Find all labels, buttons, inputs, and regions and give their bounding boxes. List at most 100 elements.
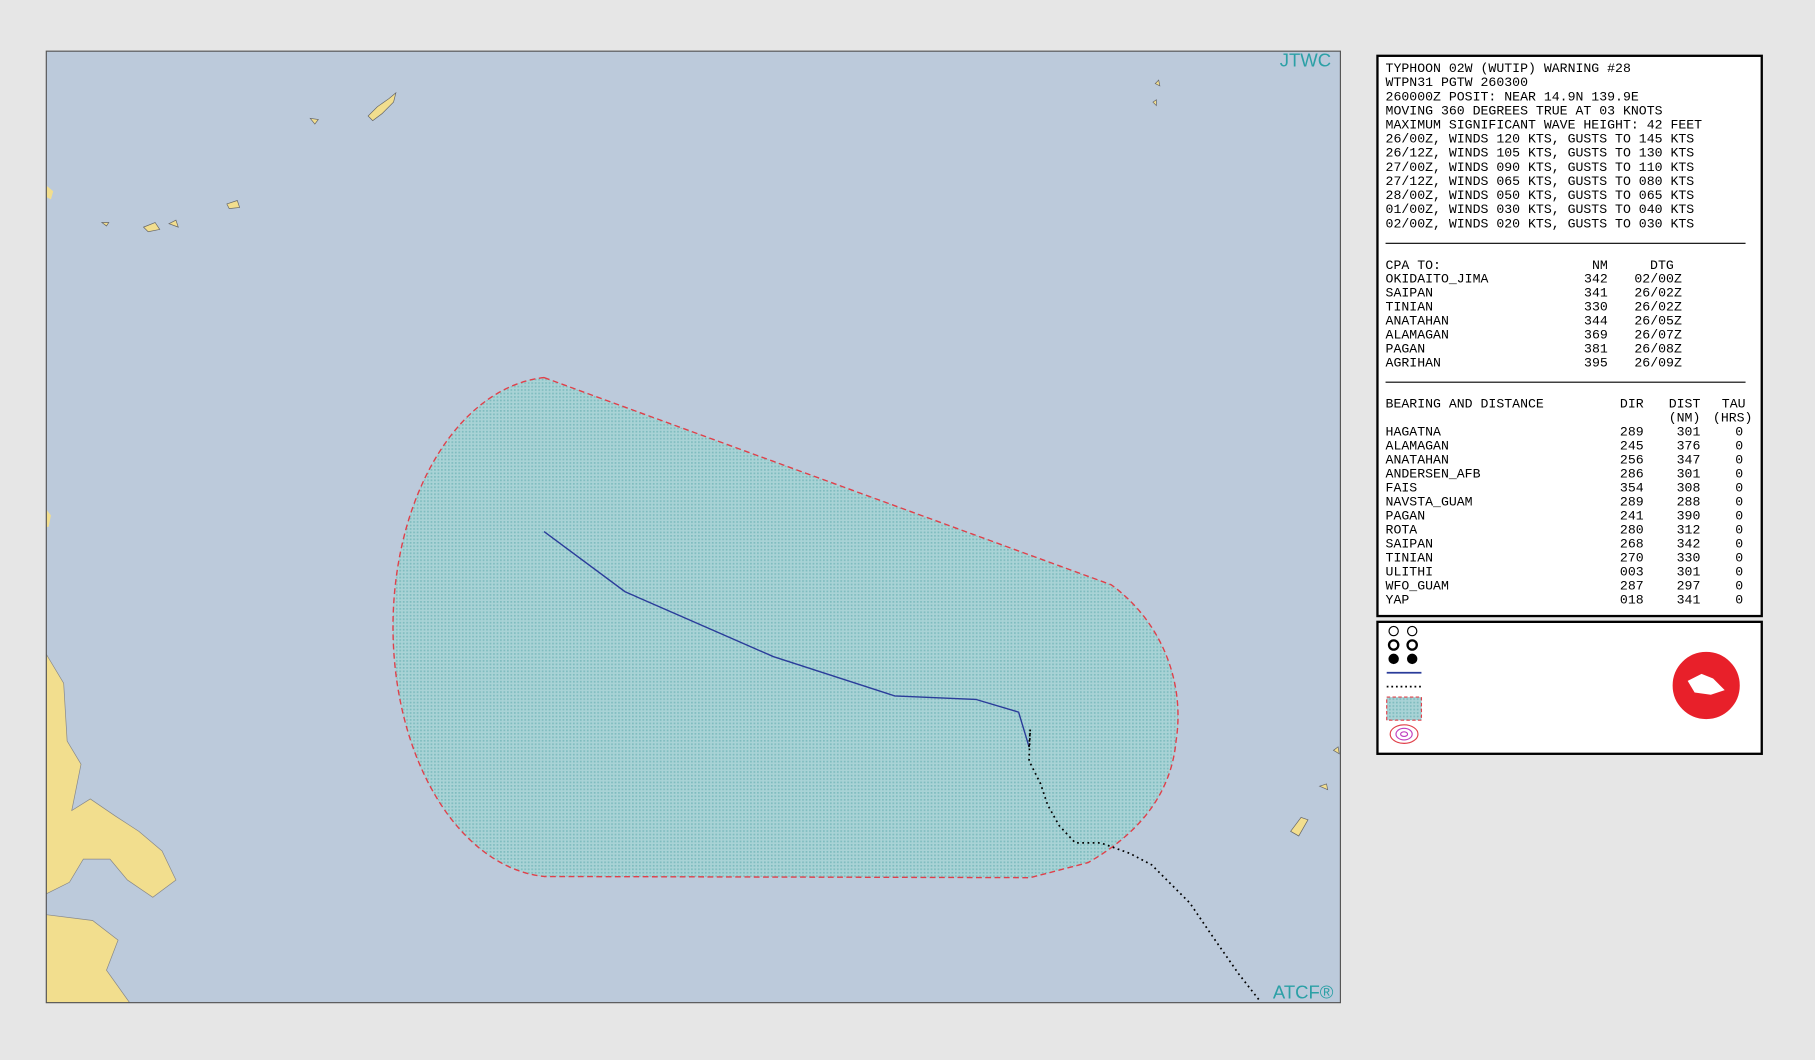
legend-icons — [1386, 625, 1743, 744]
bearing-dist: 376 — [1677, 438, 1701, 453]
bearing-dir: 268 — [1620, 537, 1644, 552]
forecast-track — [543, 530, 1030, 748]
info-box — [1376, 54, 1763, 618]
cpa-name: SAIPAN — [1386, 286, 1433, 301]
warning-line: 27/12Z, WINDS 065 KTS, GUSTS TO 080 KTS — [1386, 174, 1695, 189]
cpa-name: OKIDAITO_JIMA — [1386, 272, 1489, 287]
bearing-tau: 0 — [1735, 509, 1743, 524]
land — [46, 653, 177, 898]
past-track — [1028, 729, 1261, 1001]
bearing-dist: 342 — [1677, 537, 1701, 552]
bearing-dist: 301 — [1677, 565, 1701, 580]
bearing-dist: 308 — [1677, 481, 1701, 496]
bearing-dist: 297 — [1677, 579, 1701, 594]
cpa-name: TINIAN — [1386, 300, 1433, 315]
cpa-nm: 344 — [1584, 314, 1608, 329]
cpa-name: ANATAHAN — [1386, 314, 1449, 329]
bearing-tau: 0 — [1735, 579, 1743, 594]
map-frame — [45, 50, 1341, 1004]
bearing-dir: 270 — [1620, 551, 1644, 566]
bearing-subheader: (NM) — [1669, 411, 1701, 426]
bearing-dir: 280 — [1620, 523, 1644, 538]
bearing-dist: 312 — [1677, 523, 1701, 538]
bearing-name: FAIS — [1386, 481, 1418, 496]
cpa-dtg: 26/08Z — [1634, 342, 1682, 357]
cpa-nm: 381 — [1584, 342, 1608, 357]
cpa-nm: 395 — [1584, 356, 1608, 371]
island — [1152, 79, 1340, 837]
cpa-dtg: 26/02Z — [1634, 286, 1682, 301]
bearing-name: ALAMAGAN — [1386, 438, 1449, 453]
warning-line: MAXIMUM SIGNIFICANT WAVE HEIGHT: 42 FEET — [1386, 118, 1703, 133]
bearing-dir: 018 — [1620, 593, 1644, 608]
bearing-tau: 0 — [1735, 481, 1743, 496]
bearing-dist: 288 — [1677, 495, 1701, 510]
agency-label: JTWC — [1280, 49, 1331, 70]
cpa-dtg: 26/05Z — [1634, 314, 1682, 329]
bearing-header: DIST — [1669, 397, 1701, 412]
warning-line: 01/00Z, WINDS 030 KTS, GUSTS TO 040 KTS — [1386, 202, 1695, 217]
bearing-name: ANATAHAN — [1386, 453, 1449, 468]
cpa-name: ALAMAGAN — [1386, 328, 1449, 343]
bearing-dir: 241 — [1620, 509, 1644, 524]
cpa-nm: 330 — [1584, 300, 1608, 315]
bearing-header: BEARING AND DISTANCE — [1386, 397, 1544, 412]
bearing-name: SAIPAN — [1386, 537, 1433, 552]
bearing-dir: 289 — [1620, 424, 1644, 439]
land — [46, 914, 131, 1003]
cpa-name: AGRIHAN — [1386, 356, 1441, 371]
bearing-subheader: (HRS) — [1713, 411, 1753, 426]
bearing-tau: 0 — [1735, 453, 1743, 468]
bearing-dir: 245 — [1620, 438, 1644, 453]
bearing-name: HAGATNA — [1386, 424, 1441, 439]
cpa-nm: 341 — [1584, 286, 1608, 301]
bearing-dist: 341 — [1677, 593, 1701, 608]
cpa-header: CPA TO: — [1386, 258, 1441, 273]
island — [100, 200, 241, 233]
bearing-tau: 0 — [1735, 438, 1743, 453]
bearing-dir: 289 — [1620, 495, 1644, 510]
bearing-dist: 301 — [1677, 467, 1701, 482]
bearing-tau: 0 — [1735, 551, 1743, 566]
cpa-nm: 342 — [1584, 272, 1608, 287]
cpa-nm: 369 — [1584, 328, 1608, 343]
bearing-name: ANDERSEN_AFB — [1386, 467, 1481, 482]
warning-line: TYPHOON 02W (WUTIP) WARNING #28 — [1386, 61, 1631, 76]
bearing-tau: 0 — [1735, 424, 1743, 439]
bearing-dir: 354 — [1620, 481, 1644, 496]
bearing-tau: 0 — [1735, 593, 1743, 608]
warning-line: MOVING 360 DEGREES TRUE AT 03 KNOTS — [1386, 103, 1663, 118]
cpa-name: PAGAN — [1386, 342, 1426, 357]
warning-line: 26/12Z, WINDS 105 KTS, GUSTS TO 130 KTS — [1386, 146, 1695, 161]
bearing-dist: 347 — [1677, 453, 1701, 468]
credit-label: ATCF® — [1273, 981, 1334, 1002]
bearing-header: TAU — [1722, 397, 1746, 412]
warning-line: 260000Z POSIT: NEAR 14.9N 139.9E — [1386, 89, 1639, 104]
cpa-header: DTG — [1650, 258, 1674, 273]
bearing-tau: 0 — [1735, 565, 1743, 580]
warning-line: WTPN31 PGTW 260300 — [1386, 75, 1529, 90]
bearing-tau: 0 — [1735, 495, 1743, 510]
cpa-dtg: 26/07Z — [1634, 328, 1682, 343]
bearing-dir: 256 — [1620, 453, 1644, 468]
warning-line: 26/00Z, WINDS 120 KTS, GUSTS TO 145 KTS — [1386, 132, 1695, 147]
bearing-name: ROTA — [1386, 523, 1418, 538]
danger-area — [392, 376, 1179, 879]
bearing-tau: 0 — [1735, 523, 1743, 538]
bearing-dir: 003 — [1620, 565, 1644, 580]
warning-line: 27/00Z, WINDS 090 KTS, GUSTS TO 110 KTS — [1386, 160, 1695, 175]
bearing-name: YAP — [1386, 593, 1410, 608]
bearing-tau: 0 — [1735, 467, 1743, 482]
map — [46, 51, 1341, 1003]
cpa-dtg: 02/00Z — [1634, 272, 1682, 287]
bearing-dist: 301 — [1677, 424, 1701, 439]
bearing-name: WFO_GUAM — [1386, 579, 1449, 594]
bearing-name: TINIAN — [1386, 551, 1433, 566]
bearing-tau: 0 — [1735, 537, 1743, 552]
bearing-name: ULITHI — [1386, 565, 1433, 580]
cpa-header: NM — [1592, 258, 1608, 273]
warning-line: 28/00Z, WINDS 050 KTS, GUSTS TO 065 KTS — [1386, 188, 1695, 203]
bearing-dir: 286 — [1620, 467, 1644, 482]
bearing-name: PAGAN — [1386, 509, 1426, 524]
